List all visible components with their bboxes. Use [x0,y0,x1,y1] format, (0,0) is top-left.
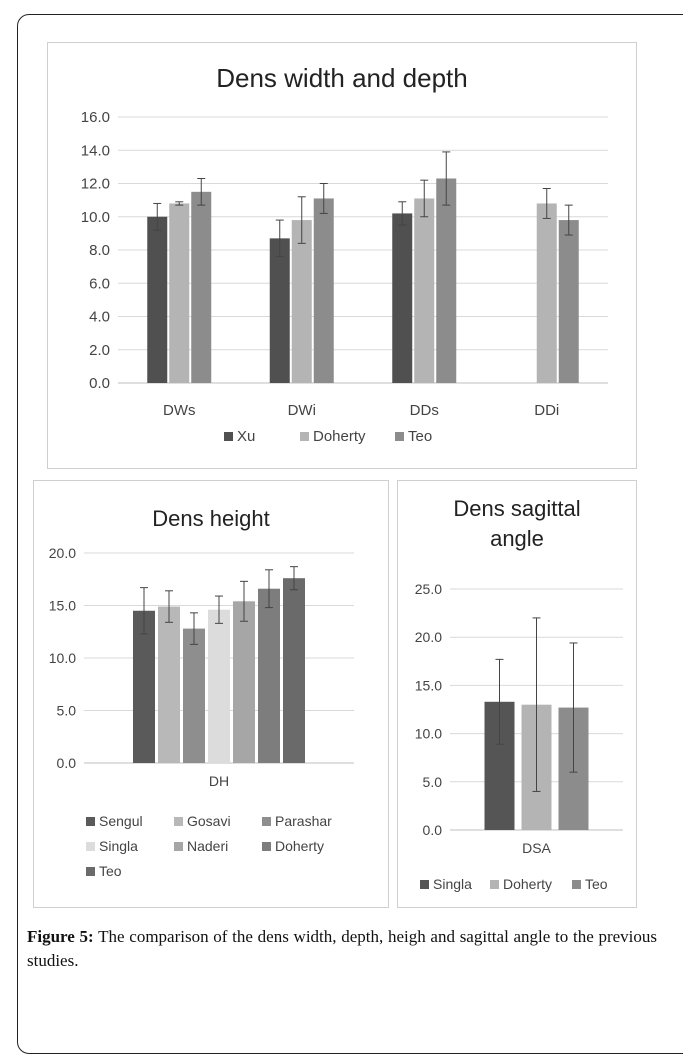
y-tick-label: 15.0 [49,598,76,614]
chart-height: Dens height 0.0 5.0 10.0 15.0 20.0 DH Sengul Gos… [49,506,354,879]
y-tick-label: 10.0 [49,650,76,666]
y-tick-label: 5.0 [57,703,77,719]
caption-text: The comparison of the dens width, depth,… [27,927,657,970]
y-tick-label: 25.0 [415,581,442,597]
bar-naderi-dh [233,601,255,763]
x-category-label: DSA [522,840,551,856]
legend-label-doherty: Doherty [275,838,324,854]
caption-lead: Figure 5: [27,927,94,946]
legend-swatch-sengul [86,817,95,826]
legend-swatch-naderi [174,842,183,851]
y-tick-label: 0.0 [423,822,443,838]
y-tick-label: 20.0 [49,545,76,561]
bar-teo-dwi [313,198,334,383]
bar-gosavi-dh [158,606,180,763]
legend-label-teo: Teo [99,863,122,879]
legend-swatch-singla [86,842,95,851]
y-tick-label: 20.0 [415,629,442,645]
y-tick-label: 2.0 [89,342,110,359]
y-tick-label: 12.0 [81,176,110,193]
legend-swatch-parashar [262,817,271,826]
legend-label-naderi: Naderi [187,838,228,854]
bar-teo-dws [191,191,212,383]
bar-xu-dws [147,216,168,383]
bar-doherty-dwi [291,220,312,383]
legend-label-doherty: Doherty [313,428,366,445]
chart-title: Dens width and depth [216,63,468,93]
y-tick-label: 4.0 [89,309,110,326]
chart-sagittal-angle: Dens sagittal angle 0.0 5.0 10.0 15.0 20.0 25.0… [415,496,623,892]
y-tick-label: 8.0 [89,242,110,259]
legend-label-singla: Singla [99,838,138,854]
legend-label-sengul: Sengul [99,813,143,829]
bar-parashar-dh [183,628,205,763]
legend-swatch-teo [86,867,95,876]
legend-label-xu: Xu [237,428,255,445]
legend-label-teo: Teo [585,876,608,892]
y-tick-label: 0.0 [57,755,77,771]
bar-doherty-ddi [536,203,557,383]
x-category-label: DDs [410,402,439,419]
legend-label-gosavi: Gosavi [187,813,231,829]
y-tick-label: 10.0 [81,209,110,226]
x-category-label: DWs [163,402,196,419]
legend-swatch-singla [420,880,429,889]
y-tick-label: 5.0 [423,774,443,790]
chart-panel-width-depth: Dens width and depth 0.0 2.0 4.0 6.0 8.0 10.0 1… [47,42,637,469]
legend-swatch-xu [224,432,233,441]
bar-teo-dds [436,178,457,383]
chart-title: Dens height [152,506,269,531]
bar-teo-dh [283,578,305,763]
legend-label-parashar: Parashar [275,813,332,829]
legend-swatch-doherty [300,432,309,441]
y-tick-label: 6.0 [89,275,110,292]
legend-label-singla: Singla [433,876,472,892]
x-category-label: DDi [534,402,559,419]
bar-singla-dh [208,609,230,763]
y-tick-label: 14.0 [81,142,110,159]
x-category-label: DWi [288,402,316,419]
bar-xu-dwi [269,238,290,383]
legend-swatch-teo [395,432,404,441]
legend-swatch-doherty [262,842,271,851]
figure-caption: Figure 5: The comparison of the dens wid… [27,925,657,973]
bar-doherty-dds [414,198,435,383]
legend-swatch-gosavi [174,817,183,826]
y-tick-label: 0.0 [89,375,110,392]
chart-panel-height: Dens height 0.0 5.0 10.0 15.0 20.0 DH Sengul Gos… [33,480,389,908]
y-tick-label: 16.0 [81,109,110,126]
legend-label-teo: Teo [408,428,432,445]
x-category-label: DH [209,773,229,789]
bar-doherty-dws [169,203,190,383]
y-tick-label: 10.0 [415,726,442,742]
y-tick-label: 15.0 [415,677,442,693]
bar-teo-ddi [558,220,579,383]
chart-panel-sagittal-angle: Dens sagittal angle 0.0 5.0 10.0 15.0 20.0 25.0… [397,480,637,908]
chart-title: angle [490,526,544,551]
legend-swatch-teo [572,880,581,889]
chart-width-depth: Dens width and depth 0.0 2.0 4.0 6.0 8.0 10.0 1… [81,63,608,445]
bar-xu-dds [392,213,413,383]
bar-doherty-dh [258,588,280,763]
chart-title: Dens sagittal [453,496,580,521]
bar-sengul-dh [133,610,155,763]
legend-swatch-doherty [490,880,499,889]
legend-label-doherty: Doherty [503,876,552,892]
